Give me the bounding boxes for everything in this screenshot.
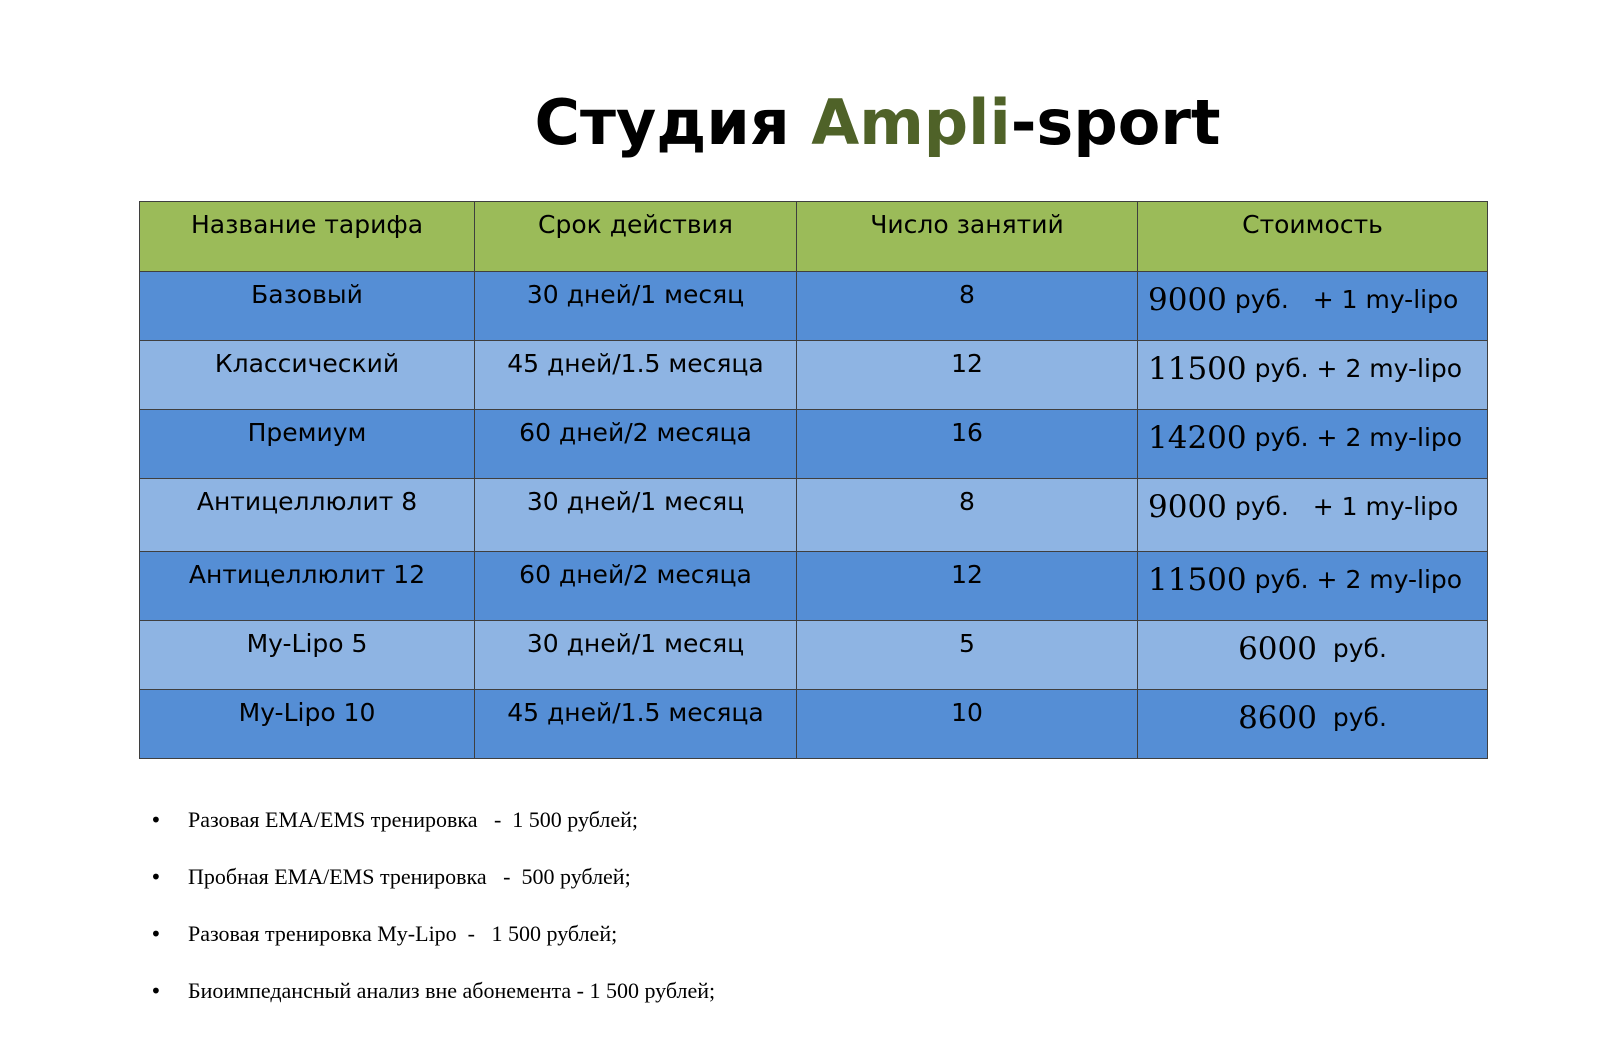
price-extra: руб. + 2 my-lipo <box>1246 354 1463 383</box>
bullet-icon: • <box>150 922 162 946</box>
tariff-term: 45 дней/1.5 месяца <box>474 689 797 759</box>
tariff-term: 30 дней/1 месяц <box>474 478 797 552</box>
bullet-icon: • <box>150 865 162 889</box>
tariff-name: Антицеллюлит 12 <box>139 551 475 621</box>
price-value: 11500 <box>1148 562 1247 598</box>
price-value: 11500 <box>1148 351 1247 387</box>
list-item: • Разовая тренировка My-Lipo - 1 500 рубл… <box>150 922 715 979</box>
title-suffix: -sport <box>1010 86 1221 159</box>
list-item-text: Биоимпедансный анализ вне абонемента - 1… <box>188 978 716 1003</box>
price-extra: руб. + 2 my-lipo <box>1246 423 1463 452</box>
price-extra: руб. + 1 my-lipo <box>1226 285 1459 314</box>
tariff-cost: 9000 руб. + 1 my-lipo <box>1137 271 1488 341</box>
tariff-name: Базовый <box>139 271 475 341</box>
tariff-term: 60 дней/2 месяца <box>474 409 797 479</box>
list-item: • Пробная EMA/EMS тренировка - 500 рублей… <box>150 865 715 922</box>
page-title: Студия Ampli-sport <box>0 78 1620 168</box>
tariff-name: Премиум <box>139 409 475 479</box>
header-term: Срок действия <box>474 201 797 272</box>
tariff-cost: 8600 руб. <box>1137 689 1488 759</box>
title-prefix: Студия <box>534 86 812 159</box>
tariff-sessions: 16 <box>796 409 1138 479</box>
table-row: Классический 45 дней/1.5 месяца 12 11500… <box>139 340 1488 410</box>
tariff-term: 60 дней/2 месяца <box>474 551 797 621</box>
table-header-row: Название тарифа Срок действия Число заня… <box>139 201 1488 272</box>
bullet-icon: • <box>150 979 162 1003</box>
price-value: 6000 <box>1238 631 1317 667</box>
tariff-name: Классический <box>139 340 475 410</box>
table-row: My-Lipo 5 30 дней/1 месяц 5 6000 руб. <box>139 620 1488 690</box>
title-accent: Ampli <box>811 86 1011 159</box>
price-extra: руб. + 2 my-lipo <box>1246 565 1463 594</box>
tariff-name: My-Lipo 10 <box>139 689 475 759</box>
price-extra: руб. <box>1316 634 1387 663</box>
tariff-sessions: 10 <box>796 689 1138 759</box>
list-item-text: Разовая тренировка My-Lipo - 1 500 рубле… <box>188 921 618 946</box>
list-item-text: Пробная EMA/EMS тренировка - 500 рублей; <box>188 864 631 889</box>
tariff-cost: 11500 руб. + 2 my-lipo <box>1137 340 1488 410</box>
header-sessions: Число занятий <box>796 201 1138 272</box>
tariff-cost: 9000 руб. + 1 my-lipo <box>1137 478 1488 552</box>
table-row: Антицеллюлит 8 30 дней/1 месяц 8 9000 ру… <box>139 478 1488 552</box>
bullet-icon: • <box>150 808 162 832</box>
tariff-term: 30 дней/1 месяц <box>474 620 797 690</box>
header-cost: Стоимость <box>1137 201 1488 272</box>
price-extra: руб. <box>1316 703 1387 732</box>
tariff-sessions: 8 <box>796 271 1138 341</box>
tariffs-table: Название тарифа Срок действия Число заня… <box>139 201 1488 759</box>
price-value: 9000 <box>1148 489 1227 525</box>
tariff-cost: 11500 руб. + 2 my-lipo <box>1137 551 1488 621</box>
extra-services-list: • Разовая EMA/EMS тренировка - 1 500 рубл… <box>150 808 715 1036</box>
tariff-name: My-Lipo 5 <box>139 620 475 690</box>
tariff-sessions: 12 <box>796 340 1138 410</box>
table-row: Премиум 60 дней/2 месяца 16 14200 руб. +… <box>139 409 1488 479</box>
tariff-term: 45 дней/1.5 месяца <box>474 340 797 410</box>
tariff-sessions: 12 <box>796 551 1138 621</box>
table-row: My-Lipo 10 45 дней/1.5 месяца 10 8600 ру… <box>139 689 1488 759</box>
table-row: Базовый 30 дней/1 месяц 8 9000 руб. + 1 … <box>139 271 1488 341</box>
tariff-sessions: 8 <box>796 478 1138 552</box>
list-item-text: Разовая EMA/EMS тренировка - 1 500 рубле… <box>188 807 639 832</box>
tariff-sessions: 5 <box>796 620 1138 690</box>
price-value: 8600 <box>1238 700 1317 736</box>
tariff-term: 30 дней/1 месяц <box>474 271 797 341</box>
tariff-cost: 14200 руб. + 2 my-lipo <box>1137 409 1488 479</box>
tariff-name: Антицеллюлит 8 <box>139 478 475 552</box>
list-item: • Разовая EMA/EMS тренировка - 1 500 рубл… <box>150 808 715 865</box>
price-value: 14200 <box>1148 420 1247 456</box>
price-value: 9000 <box>1148 282 1227 318</box>
tariff-cost: 6000 руб. <box>1137 620 1488 690</box>
table-row: Антицеллюлит 12 60 дней/2 месяца 12 1150… <box>139 551 1488 621</box>
list-item: • Биоимпедансный анализ вне абонемента - … <box>150 979 715 1036</box>
header-tariff-name: Название тарифа <box>139 201 475 272</box>
price-extra: руб. + 1 my-lipo <box>1226 492 1459 521</box>
